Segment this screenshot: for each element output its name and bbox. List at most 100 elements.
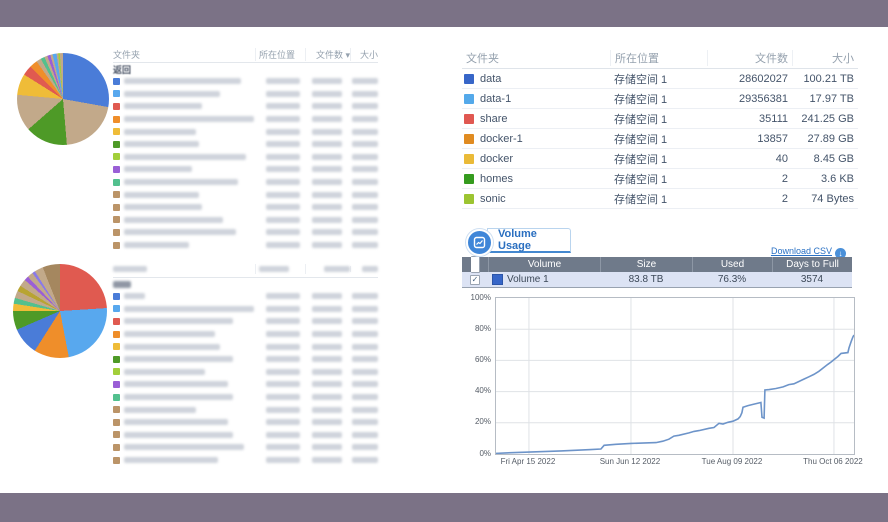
blurred-table-row[interactable] xyxy=(113,113,378,126)
folder-size: 17.97 TB xyxy=(809,92,854,105)
folder-table-row[interactable]: sonic 存储空间 1 2 74 Bytes xyxy=(462,189,858,209)
blurred-back-link[interactable] xyxy=(113,280,131,288)
blurred-table-row[interactable] xyxy=(113,303,378,316)
column-header-folder[interactable]: 文件夹 xyxy=(466,53,499,65)
blurred-table-row[interactable] xyxy=(113,226,378,239)
column-header-location[interactable]: 所在位置 xyxy=(255,47,305,61)
blurred-table-row[interactable] xyxy=(113,176,378,189)
blurred-table-row[interactable] xyxy=(113,315,378,328)
blurred-folder-name xyxy=(124,318,233,325)
folder-table-row[interactable]: homes 存储空间 1 2 3.6 KB xyxy=(462,169,858,189)
folder-table-row[interactable]: docker 存储空间 1 40 8.45 GB xyxy=(462,149,858,169)
x-axis-tick-label: Thu Oct 06 2022 xyxy=(803,457,863,466)
folder-size: 3.6 KB xyxy=(820,172,854,185)
volume-row[interactable]: ✓ Volume 1 83.8 TB 76.3% 3574 xyxy=(462,272,852,288)
column-header-location[interactable]: 所在位置 xyxy=(610,50,707,66)
blurred-table-row[interactable] xyxy=(113,340,378,353)
folder-location: 存储空间 1 xyxy=(614,93,668,106)
blurred-location xyxy=(266,444,300,451)
blurred-filecount xyxy=(312,305,342,312)
blurred-table-row[interactable] xyxy=(113,328,378,341)
blurred-table-row[interactable] xyxy=(113,403,378,416)
column-header-filecount-sorted[interactable]: 文件数 ▾ xyxy=(305,47,350,61)
blurred-location xyxy=(266,78,300,85)
folder-color-swatch xyxy=(113,292,120,300)
blurred-table-row[interactable] xyxy=(113,163,378,176)
folder-color-swatch xyxy=(113,368,120,376)
blurred-table-row[interactable] xyxy=(113,214,378,227)
back-link[interactable]: 返回 xyxy=(113,64,132,75)
folder-color-swatch xyxy=(113,203,120,211)
select-all-checkbox[interactable] xyxy=(470,256,480,273)
blurred-table-row[interactable] xyxy=(113,88,378,101)
folder-size-pie-chart-bottom[interactable] xyxy=(13,264,107,358)
blurred-size xyxy=(352,216,378,223)
blurred-location xyxy=(266,457,300,464)
folder-size-pie-chart-top[interactable] xyxy=(17,53,109,145)
blurred-table-row[interactable] xyxy=(113,138,378,151)
folder-color-swatch xyxy=(113,90,120,98)
blurred-table-row[interactable] xyxy=(113,366,378,379)
folder-table-row[interactable]: share 存储空间 1 35111 241.25 GB xyxy=(462,109,858,129)
blurred-table-row[interactable] xyxy=(113,151,378,164)
download-csv-link[interactable]: Download CSV xyxy=(770,246,832,256)
blurred-table-row[interactable] xyxy=(113,429,378,442)
folder-table-row[interactable]: data 存储空间 1 28602027 100.21 TB xyxy=(462,69,858,89)
folder-color-swatch xyxy=(464,153,474,164)
blurred-table-row[interactable] xyxy=(113,188,378,201)
blurred-folder-name xyxy=(124,406,196,413)
column-header-folder[interactable]: 文件夹 xyxy=(113,49,141,60)
volume-color-swatch xyxy=(492,274,503,285)
blurred-size xyxy=(352,179,378,186)
volume-row-checkbox[interactable]: ✓ xyxy=(470,275,480,285)
blurred-filecount xyxy=(312,78,342,85)
blurred-table-row[interactable] xyxy=(113,239,378,252)
folder-location: 存储空间 1 xyxy=(614,73,668,86)
folder-table-row[interactable]: data-1 存储空间 1 29356381 17.97 TB xyxy=(462,89,858,109)
blurred-folder-name xyxy=(124,457,218,464)
blurred-location xyxy=(266,128,300,135)
blurred-table-row[interactable] xyxy=(113,391,378,404)
download-csv-icon[interactable]: ↓ xyxy=(835,248,846,259)
folder-filecount: 40 xyxy=(775,152,788,165)
blurred-table-row[interactable] xyxy=(113,454,378,467)
x-axis-tick-label: Sun Jun 12 2022 xyxy=(599,457,661,466)
column-header-size[interactable]: 大小 xyxy=(792,50,858,66)
blurred-table-row[interactable] xyxy=(113,100,378,113)
blurred-table-row[interactable] xyxy=(113,378,378,391)
blurred-folder-name xyxy=(124,419,228,426)
blurred-folder-name xyxy=(124,153,246,160)
blurred-folder-name xyxy=(124,166,192,173)
blurred-table-row[interactable] xyxy=(113,416,378,429)
y-axis-tick-label: 100% xyxy=(470,292,491,302)
blurred-filecount xyxy=(312,216,342,223)
folder-location: 存储空间 1 xyxy=(614,113,668,126)
folder-color-swatch xyxy=(113,165,120,173)
column-header-size[interactable]: 大小 xyxy=(350,47,378,61)
blurred-size xyxy=(352,128,378,135)
volume-usage-report-icon xyxy=(466,229,493,256)
blurred-table-row[interactable] xyxy=(113,201,378,214)
y-axis-tick-label: 20% xyxy=(474,417,491,427)
folder-filecount: 35111 xyxy=(759,112,788,125)
blurred-table-row[interactable] xyxy=(113,125,378,138)
folder-table-row[interactable]: docker-1 存储空间 1 13857 27.89 GB xyxy=(462,129,858,149)
y-axis-tick-label: 40% xyxy=(474,386,491,396)
column-header-filecount[interactable]: 文件数 xyxy=(707,50,792,66)
blurred-filecount xyxy=(312,318,342,325)
blurred-location xyxy=(266,305,300,312)
blurred-filecount xyxy=(312,444,342,451)
blurred-location xyxy=(266,368,300,375)
blurred-table-row[interactable] xyxy=(113,75,378,88)
blurred-filecount xyxy=(312,103,342,110)
blurred-size xyxy=(352,191,378,198)
blurred-folder-name xyxy=(124,204,202,211)
blurred-table-row[interactable] xyxy=(113,353,378,366)
folder-color-swatch xyxy=(464,173,474,184)
blurred-table-row[interactable] xyxy=(113,290,378,303)
blurred-folder-name xyxy=(124,242,189,249)
folder-color-swatch xyxy=(113,317,120,325)
blurred-folder-name xyxy=(124,381,228,388)
blurred-table-row[interactable] xyxy=(113,441,378,454)
